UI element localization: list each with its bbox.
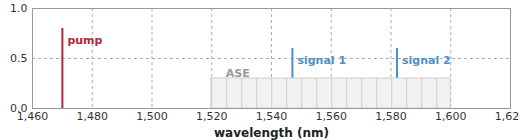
- svg-text:signal 2: signal 2: [402, 54, 451, 67]
- svg-text:signal 1: signal 1: [297, 54, 346, 67]
- svg-text:1,620: 1,620: [495, 110, 520, 123]
- svg-text:1,500: 1,500: [136, 110, 168, 123]
- svg-text:1,540: 1,540: [256, 110, 288, 123]
- svg-text:0.5: 0.5: [10, 52, 28, 65]
- svg-text:1,480: 1,480: [77, 110, 109, 123]
- svg-text:wavelength (nm): wavelength (nm): [214, 126, 329, 140]
- svg-text:1.0: 1.0: [10, 2, 28, 15]
- svg-text:1,560: 1,560: [316, 110, 348, 123]
- svg-text:ASE: ASE: [226, 67, 250, 80]
- svg-text:1,520: 1,520: [196, 110, 228, 123]
- svg-text:pump: pump: [67, 34, 102, 47]
- svg-text:0.0: 0.0: [10, 102, 28, 115]
- svg-text:1,600: 1,600: [435, 110, 467, 123]
- svg-text:1,580: 1,580: [375, 110, 407, 123]
- svg-text:1,460: 1,460: [16, 110, 49, 124]
